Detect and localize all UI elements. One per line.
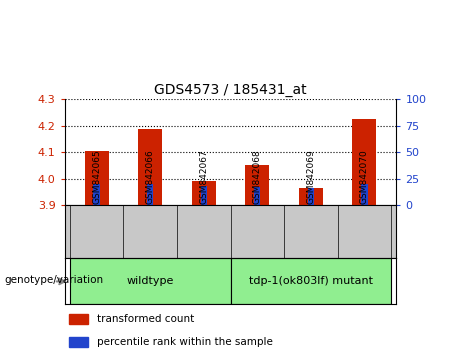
Text: genotype/variation: genotype/variation xyxy=(5,275,104,285)
Title: GDS4573 / 185431_at: GDS4573 / 185431_at xyxy=(154,83,307,97)
Bar xyxy=(69,314,88,324)
Bar xyxy=(254,187,260,205)
Bar xyxy=(352,119,376,205)
Bar xyxy=(361,184,367,205)
Text: transformed count: transformed count xyxy=(97,314,194,324)
Bar xyxy=(138,129,162,205)
Bar xyxy=(201,186,207,205)
Bar xyxy=(69,337,88,347)
Bar xyxy=(230,258,391,304)
Bar xyxy=(192,181,216,205)
Bar xyxy=(85,151,109,205)
Text: tdp-1(ok803lf) mutant: tdp-1(ok803lf) mutant xyxy=(249,276,373,286)
Bar xyxy=(245,165,269,205)
Text: wildtype: wildtype xyxy=(126,276,174,286)
Bar xyxy=(307,188,314,205)
Bar xyxy=(94,184,100,205)
Text: percentile rank within the sample: percentile rank within the sample xyxy=(97,337,273,347)
Bar xyxy=(70,258,230,304)
Bar xyxy=(299,188,323,205)
Bar xyxy=(147,184,154,205)
